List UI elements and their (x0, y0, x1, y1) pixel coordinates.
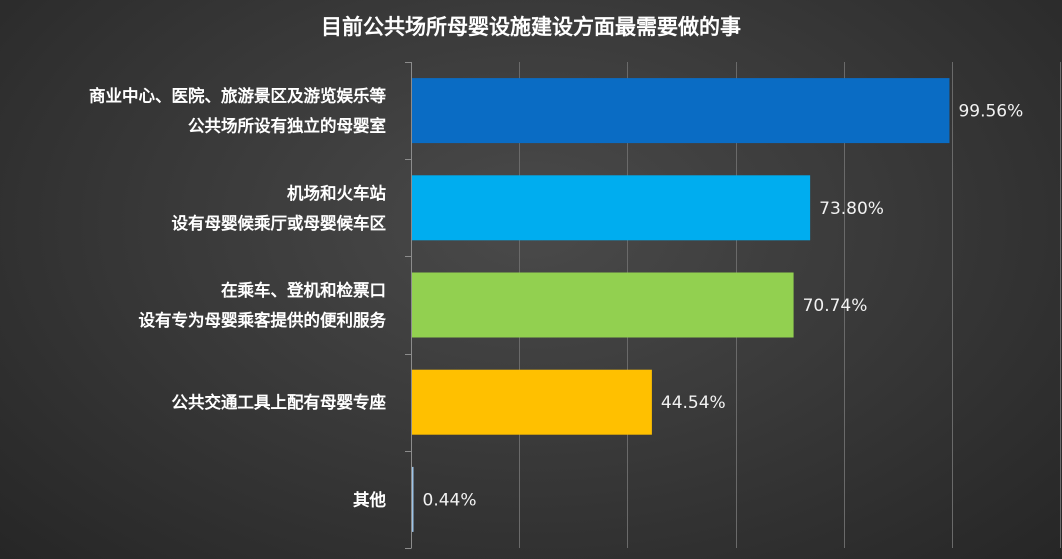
value-label: 70.74% (803, 296, 868, 316)
value-label: 73.80% (819, 199, 884, 219)
bar (412, 369, 652, 435)
chart-title: 目前公共场所母婴设施建设方面最需要做的事 (321, 15, 741, 39)
category-label-line: 公共场所设有独立的母婴室 (188, 116, 386, 136)
bar (412, 466, 414, 532)
bars (412, 78, 950, 532)
category-label-line: 其他 (353, 489, 387, 509)
category-label-line: 设有母婴候乘厅或母婴候车区 (172, 213, 387, 233)
bar (412, 78, 950, 144)
category-label-line: 在乘车、登机和检票口 (221, 280, 386, 300)
value-label: 44.54% (661, 393, 726, 413)
value-label: 99.56% (958, 102, 1023, 122)
category-label: 其他 (353, 489, 387, 509)
bar (412, 175, 811, 241)
category-label-line: 公共交通工具上配有母婴专座 (172, 392, 387, 412)
category-label: 机场和火车站设有母婴候乘厅或母婴候车区 (172, 183, 387, 233)
bar (412, 272, 794, 338)
category-label: 公共交通工具上配有母婴专座 (172, 392, 387, 412)
category-label: 商业中心、医院、旅游景区及游览娱乐等公共场所设有独立的母婴室 (89, 86, 387, 136)
category-label-line: 机场和火车站 (287, 183, 387, 203)
category-label-line: 商业中心、医院、旅游景区及游览娱乐等 (89, 86, 387, 106)
category-label-line: 设有专为母婴乘客提供的便利服务 (139, 310, 387, 330)
labels: 99.56% 商业中心、医院、旅游景区及游览娱乐等公共场所设有独立的母婴室 73.8… (89, 86, 1023, 511)
value-label: 0.44% (423, 490, 477, 510)
category-label: 在乘车、登机和检票口设有专为母婴乘客提供的便利服务 (139, 280, 387, 330)
